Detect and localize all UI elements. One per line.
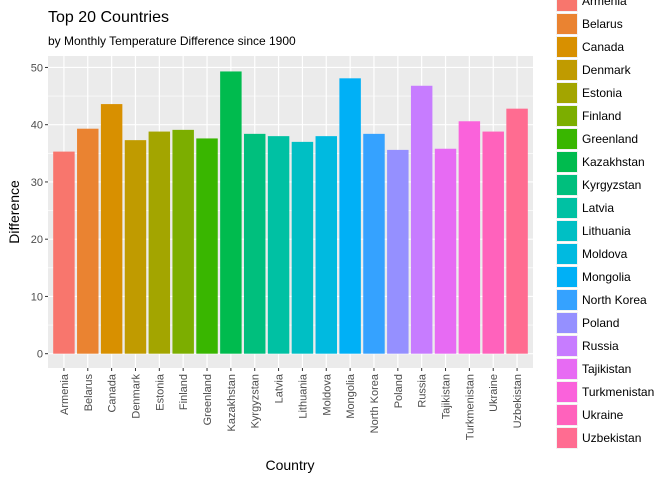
bar	[220, 71, 242, 354]
y-axis: 0 10 20 30 40 50	[31, 62, 48, 361]
chart-subtitle: by Monthly Temperature Difference since …	[48, 34, 296, 48]
legend-label: Finland	[582, 109, 621, 123]
x-tick-label: Turkmenistan	[464, 374, 476, 440]
legend-swatch	[557, 152, 577, 172]
y-tick-label: 30	[31, 177, 43, 189]
legend-swatch	[557, 244, 577, 264]
legend-label: Kyrgyzstan	[582, 178, 641, 192]
legend: Armenia Belarus Canada Denmark Estonia Finlan…	[556, 0, 654, 449]
x-tick-label: Lithuania	[297, 373, 309, 419]
legend-swatch	[557, 290, 577, 310]
x-tick-label: Russia	[417, 373, 429, 408]
legend-label: Poland	[582, 316, 619, 330]
bar	[506, 108, 528, 354]
bar	[243, 133, 266, 354]
legend-label: Turkmenistan	[582, 385, 654, 399]
legend-label: Belarus	[582, 17, 623, 31]
legend-label: Estonia	[582, 86, 622, 100]
legend-swatch	[557, 106, 577, 126]
legend-swatch	[557, 313, 577, 333]
x-tick-label: Ukraine	[488, 374, 500, 412]
x-tick-label: Mongolia	[345, 373, 357, 419]
legend-swatch	[557, 221, 577, 241]
legend-label: Mongolia	[582, 270, 631, 284]
bar	[172, 129, 194, 354]
legend-label: Latvia	[582, 201, 614, 215]
legend-label: Kazakhstan	[582, 155, 645, 169]
bar	[482, 131, 504, 354]
x-axis: Armenia Belarus Canada Denmark Estonia Finlan…	[59, 368, 524, 440]
y-tick-label: 40	[31, 120, 43, 132]
legend-swatch	[557, 198, 577, 218]
legend-swatch	[557, 359, 577, 379]
legend-swatch	[557, 267, 577, 287]
x-tick-label: Denmark	[130, 374, 142, 419]
legend-label: Ukraine	[582, 408, 624, 422]
x-tick-label: Estonia	[154, 373, 166, 411]
x-tick-label: Belarus	[83, 374, 95, 412]
legend-swatch	[557, 382, 577, 402]
x-tick-label: Tajikistan	[441, 374, 453, 419]
x-tick-label: Uzbekistan	[512, 374, 524, 428]
bar	[148, 131, 171, 354]
legend-label: North Korea	[582, 293, 647, 307]
bar	[363, 133, 385, 354]
bar	[410, 85, 433, 354]
x-tick-label: North Korea	[369, 373, 381, 433]
legend-swatch	[557, 83, 577, 103]
bar	[196, 138, 218, 354]
bar	[267, 136, 290, 354]
y-tick-label: 10	[31, 291, 43, 303]
x-tick-label: Poland	[393, 374, 405, 408]
legend-swatch	[557, 0, 577, 11]
legend-label: Denmark	[582, 63, 632, 77]
bar	[77, 128, 99, 354]
bar	[100, 104, 123, 354]
x-tick-label: Moldova	[321, 373, 333, 415]
legend-label: Canada	[582, 40, 624, 54]
bar	[339, 78, 361, 354]
legend-label: Uzbekistan	[582, 431, 641, 445]
y-axis-title: Difference	[6, 180, 22, 244]
x-tick-label: Armenia	[59, 373, 71, 415]
bars	[53, 71, 528, 354]
bar	[434, 148, 457, 354]
legend-swatch	[557, 336, 577, 356]
bar	[53, 151, 75, 354]
legend-label: Greenland	[582, 132, 638, 146]
bar	[124, 140, 147, 354]
x-tick-label: Canada	[107, 373, 119, 412]
y-tick-label: 0	[37, 349, 43, 361]
legend-swatch	[557, 129, 577, 149]
x-tick-label: Kazakhstan	[226, 374, 238, 431]
y-tick-label: 50	[31, 62, 43, 74]
legend-swatch	[557, 428, 577, 448]
legend-label: Moldova	[582, 247, 628, 261]
legend-swatch	[557, 14, 577, 34]
x-tick-label: Greenland	[202, 374, 214, 425]
x-tick-label: Kyrgyzstan	[250, 374, 262, 428]
legend-swatch	[557, 405, 577, 425]
chart-title: Top 20 Countries	[48, 9, 169, 26]
bar	[315, 136, 338, 354]
legend-swatch	[557, 60, 577, 80]
y-tick-label: 20	[31, 234, 43, 246]
legend-swatch	[557, 175, 577, 195]
legend-label: Lithuania	[582, 224, 631, 238]
bar	[291, 141, 314, 354]
legend-label: Tajikistan	[582, 362, 631, 376]
bar	[387, 149, 409, 354]
x-tick-label: Finland	[178, 374, 190, 410]
x-axis-title: Country	[265, 457, 314, 473]
legend-label: Russia	[582, 339, 619, 353]
legend-swatch	[557, 37, 577, 57]
legend-label: Armenia	[582, 0, 627, 8]
x-tick-label: Latvia	[274, 373, 286, 403]
bar	[458, 121, 481, 354]
